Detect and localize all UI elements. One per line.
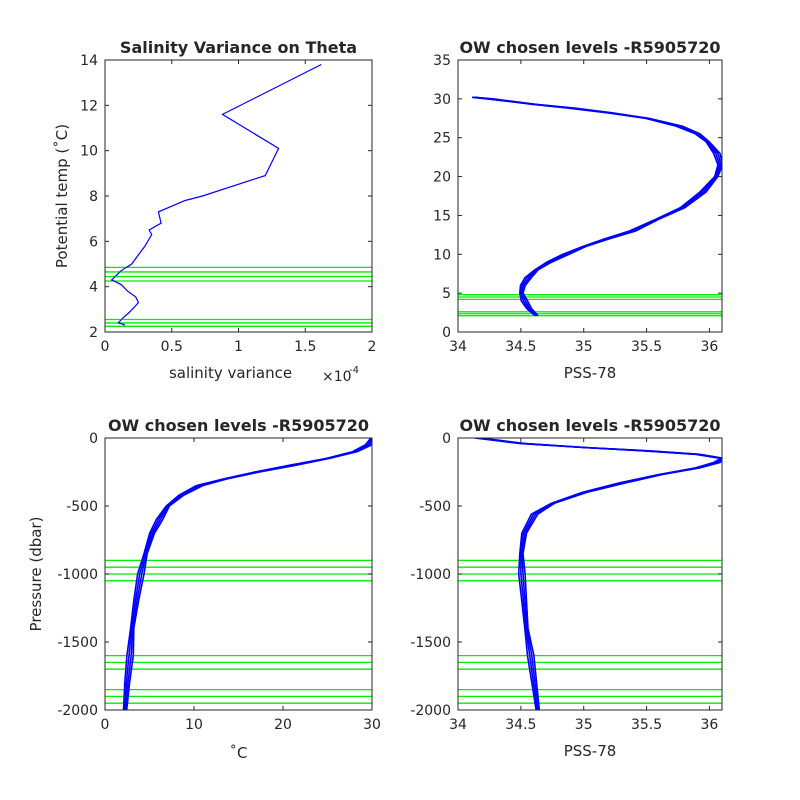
panel-2-xtick-label: 34 (449, 339, 467, 355)
panel-1-axes (104, 59, 373, 333)
panel-3-ytick-label: -2000 (57, 703, 98, 719)
panel-2-ytick-label: 15 (433, 208, 451, 224)
panel-4-ytick-label: -2000 (410, 703, 451, 719)
panel-1-ytick-label: 2 (89, 325, 98, 341)
panel-3-xtick-label: 20 (274, 717, 292, 733)
panel-2-profile-line (471, 96, 719, 317)
panel-4-xtick-label: 35 (575, 717, 593, 733)
panel-3-profile-line (125, 441, 372, 710)
panel-2-ytick-label: 0 (442, 325, 451, 341)
panel-1-ytick-label: 14 (80, 53, 98, 69)
panel-4-xtick-label: 35.5 (631, 717, 662, 733)
panel-3-ylabel: Pressure (dbar) (27, 517, 45, 632)
panel-4-title: OW chosen levels -R5905720 (459, 416, 720, 435)
panel-1-xexponent-power: -4 (349, 365, 359, 376)
panel-1-profile-line (110, 63, 322, 326)
panel-3-ytick-label: 0 (89, 431, 98, 447)
panel-1-ytick-label: 4 (89, 280, 98, 296)
panel-2-xtick-label: 36 (701, 339, 719, 355)
panel-3-ytick-label: -1500 (57, 635, 98, 651)
panel-2-profile-line (473, 96, 721, 317)
panel-1-xtick-label: 0.5 (161, 339, 183, 355)
panel-3-xtick-label: 10 (185, 717, 203, 733)
panel-4-xlabel: PSS-78 (564, 742, 617, 760)
panel-1-xtick-label: 2 (368, 339, 377, 355)
panel-3-ytick-label: -500 (66, 499, 98, 515)
panel-1-ytick-label: 6 (89, 234, 98, 250)
panel-2-ytick-label: 20 (433, 170, 451, 186)
panel-1-xexponent: ×10 (322, 369, 352, 385)
panel-4-ytick-label: -500 (419, 499, 451, 515)
panel-3-ytick-label: -1000 (57, 567, 98, 583)
panel-3-title: OW chosen levels -R5905720 (108, 416, 369, 435)
panel-2-ytick-label: 10 (433, 247, 451, 263)
panel-2-xtick-label: 34.5 (505, 339, 536, 355)
panel-2-ytick-label: 35 (433, 53, 451, 69)
panel-3-xtick-label: 30 (363, 717, 381, 733)
panel-3-xtick-label: 0 (101, 717, 110, 733)
panel-4-ytick-label: -1500 (410, 635, 451, 651)
panel-1-ytick-label: 10 (80, 144, 98, 160)
panel-4-xtick-label: 36 (701, 717, 719, 733)
panel-4-profile-line (481, 438, 722, 710)
panel-1: 0 0.5 1 1.5 2 2 4 6 8 10 12 14 Salinity Variance on … (53, 38, 376, 385)
panel-4-ytick-label: 0 (442, 431, 451, 447)
panel-2-axes (457, 59, 723, 333)
panel-1-ytick-label: 8 (89, 189, 98, 205)
panel-2-xtick-label: 35.5 (631, 339, 662, 355)
panel-2-profile-line (475, 96, 722, 317)
panel-1-ytick-label: 12 (80, 98, 98, 114)
panel-4-xtick-label: 34 (449, 717, 467, 733)
panel-1-ylabel: Potential temp (˚C) (53, 124, 71, 268)
panel-3: 0 10 20 30 -2000 -1500 -1000 -500 0 OW chosen lev… (27, 416, 381, 762)
panel-2-ytick-label: 30 (433, 92, 451, 108)
panel-4-ytick-label: -1000 (410, 567, 451, 583)
panel-1-xtick-label: 0 (101, 339, 110, 355)
panel-1-xtick-label: 1 (234, 339, 243, 355)
panel-3-xlabel: ˚C (230, 744, 248, 762)
panel-2: 34 34.5 35 35.5 36 0 5 10 15 20 25 30 35 OW chosen le… (433, 38, 723, 382)
panel-1-title: Salinity Variance on Theta (120, 38, 357, 57)
panel-2-title: OW chosen levels -R5905720 (459, 38, 720, 57)
panel-2-xtick-label: 35 (575, 339, 593, 355)
panel-2-ytick-label: 5 (442, 286, 451, 302)
panel-1-xlabel: salinity variance (169, 364, 292, 382)
panel-4-xtick-label: 34.5 (505, 717, 536, 733)
panel-2-ytick-label: 25 (433, 131, 451, 147)
panel-1-xtick-label: 1.5 (294, 339, 316, 355)
panel-2-xlabel: PSS-78 (564, 364, 617, 382)
panel-4: 34 34.5 35 35.5 36 -2000 -1500 -1000 -500 0 OW cho… (410, 416, 723, 760)
